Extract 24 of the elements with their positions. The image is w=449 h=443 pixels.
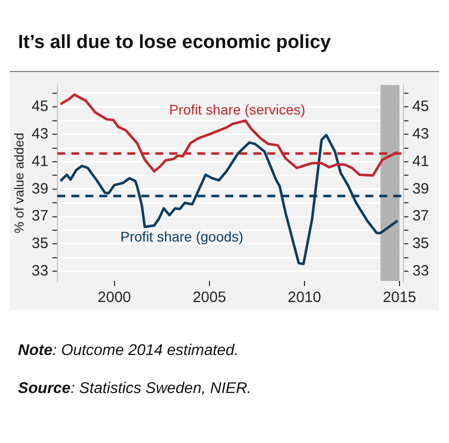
y2-tick-label: 37 [412,208,430,225]
y-tick-label: 45 [32,98,48,116]
x-tick-label: 2010 [288,289,322,306]
y-tick-label: 39 [32,180,48,198]
x-tick-label: 2000 [98,289,132,306]
y-tick-label: 35 [32,235,48,252]
y2-tick-label: 41 [412,152,430,170]
y2-tick-label: 35 [412,235,430,252]
x-tick-label: 2005 [192,289,226,306]
y-tick-label: 37 [32,208,48,225]
y2-tick-label: 39 [412,180,430,198]
y2-tick-label: 43 [412,125,430,142]
x-tick-label: 2015 [382,289,416,306]
source-note: Source: Statistics Sweden, NIER. [18,379,252,399]
chart-title: It’s all due to lose economic policy [18,32,331,54]
text: Note: Outcome 2014 estimated. [18,341,240,361]
y2-tick-label: 33 [412,262,430,280]
y-tick-label: 41 [32,152,48,170]
y-tick-label: 33 [32,262,48,280]
series-label: Profit share (goods) [120,228,244,245]
y2-tick-label: 45 [412,98,430,116]
y-tick-label: 43 [32,125,48,142]
y-axis-title: % of value added [11,132,26,234]
series-label: Profit share (services) [169,101,306,118]
